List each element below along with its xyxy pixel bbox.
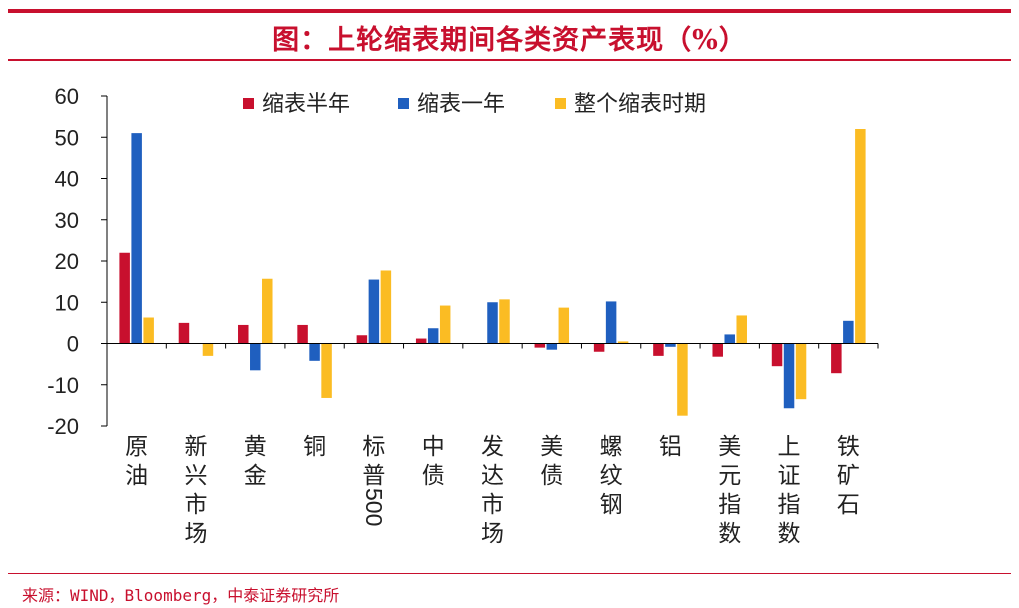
bar-whole-period-10 <box>736 315 747 344</box>
bar-half-year-4 <box>356 335 368 344</box>
bar-half-year-0 <box>119 252 130 344</box>
bar-half-year-3 <box>297 324 308 344</box>
legend-swatch-half-year <box>243 98 254 109</box>
x-tick-label-char: 兴 <box>184 463 207 489</box>
y-tick-label: 40 <box>55 167 79 192</box>
bar-whole-period-8 <box>617 341 629 344</box>
x-tick-label-char: 中 <box>422 434 445 460</box>
bottom-rule <box>8 573 1011 574</box>
bar-half-year-1 <box>178 322 190 344</box>
bar-one-year-3 <box>309 343 320 361</box>
legend-label-half-year: 缩表半年 <box>262 92 350 117</box>
top-rule <box>8 9 1011 13</box>
y-tick-label: -20 <box>47 414 79 439</box>
title-rule <box>8 59 1011 61</box>
x-tick-label-char: 指 <box>778 492 801 518</box>
x-tick-label-char: 钢 <box>600 492 623 518</box>
bar-whole-period-12 <box>855 129 866 344</box>
bar-one-year-10 <box>724 334 735 344</box>
x-tick-label-char: 螺 <box>600 434 623 460</box>
bar-whole-period-6 <box>499 299 510 344</box>
x-tick-label-char: 纹 <box>600 463 623 489</box>
bar-half-year-7 <box>534 343 546 348</box>
x-tick-label-digits: 500 <box>361 488 387 526</box>
x-tick-label-char: 矿 <box>837 463 860 489</box>
bar-whole-period-0 <box>143 317 154 344</box>
legend-label-whole-period: 整个缩表时期 <box>574 92 706 117</box>
bar-half-year-2 <box>238 324 249 344</box>
x-tick-label-char: 石 <box>837 492 860 518</box>
bar-whole-period-4 <box>380 270 392 344</box>
bar-whole-period-5 <box>439 305 451 344</box>
legend-swatch-whole-period <box>555 98 566 109</box>
bar-half-year-5 <box>415 338 427 344</box>
x-tick-label-char: 债 <box>422 463 445 489</box>
y-tick-label: 60 <box>55 84 79 109</box>
legend-swatch-one-year <box>398 98 409 109</box>
x-tick-label-char: 普 <box>362 463 385 489</box>
x-tick-label-char: 市 <box>184 492 207 518</box>
page-title: 图：上轮缩表期间各类资产表现（%） <box>272 25 747 56</box>
bar-one-year-7 <box>546 343 558 350</box>
bar-whole-period-1 <box>202 343 214 356</box>
bar-one-year-2 <box>250 343 261 371</box>
bar-whole-period-2 <box>262 278 273 344</box>
x-tick-label-char: 指 <box>718 492 741 518</box>
y-tick-label: 0 <box>67 332 79 357</box>
bar-half-year-8 <box>593 343 605 352</box>
x-tick-label-char: 元 <box>718 463 741 489</box>
bar-half-year-12 <box>831 343 842 374</box>
bar-half-year-11 <box>771 343 783 367</box>
bar-whole-period-7 <box>558 307 570 344</box>
bar-one-year-4 <box>368 279 380 344</box>
bar-half-year-10 <box>712 343 723 357</box>
y-tick-label: -10 <box>47 373 79 398</box>
x-tick-label-char: 新 <box>184 434 207 460</box>
x-tick-label-char: 美 <box>540 434 563 460</box>
bar-one-year-5 <box>427 328 439 344</box>
x-tick-label-char: 上 <box>778 434 801 460</box>
x-tick-label-char: 铜 <box>303 434 326 460</box>
bar-one-year-12 <box>843 320 854 344</box>
bar-one-year-9 <box>665 343 676 347</box>
legend-label-one-year: 缩表一年 <box>417 92 505 117</box>
x-tick-label-char: 场 <box>184 521 207 547</box>
x-tick-label-char: 美 <box>718 434 741 460</box>
bar-whole-period-3 <box>321 343 332 398</box>
x-tick-label-char: 发 <box>481 434 504 460</box>
bar-whole-period-9 <box>677 343 688 416</box>
x-tick-label-char: 达 <box>481 463 504 489</box>
bar-whole-period-11 <box>795 343 807 400</box>
x-tick-label-char: 证 <box>778 463 801 489</box>
bar-half-year-9 <box>653 343 664 356</box>
bar-one-year-8 <box>605 301 617 344</box>
x-tick-label-char: 场 <box>481 521 504 547</box>
x-tick-label-char: 黄 <box>244 434 267 460</box>
x-tick-label-char: 油 <box>125 463 148 489</box>
x-tick-label-char: 铝 <box>659 434 682 460</box>
y-tick-label: 50 <box>55 125 79 150</box>
source-note: 来源：WIND，Bloomberg，中泰证券研究所 <box>22 586 340 605</box>
y-tick-label: 10 <box>55 290 79 315</box>
bar-one-year-6 <box>487 302 498 344</box>
x-tick-label-char: 铁 <box>837 434 860 460</box>
bar-one-year-11 <box>783 343 795 409</box>
x-tick-label-char: 债 <box>540 463 563 489</box>
bar-one-year-0 <box>131 133 142 344</box>
x-tick-label-char: 原 <box>125 434 148 460</box>
x-tick-label-char: 数 <box>778 521 801 547</box>
x-tick-label-char: 标 <box>362 434 385 460</box>
y-tick-label: 20 <box>55 249 79 274</box>
x-tick-label-char: 数 <box>718 521 741 547</box>
x-tick-label-char: 市 <box>481 492 504 518</box>
x-tick-label-char: 金 <box>244 463 267 489</box>
y-tick-label: 30 <box>55 208 79 233</box>
